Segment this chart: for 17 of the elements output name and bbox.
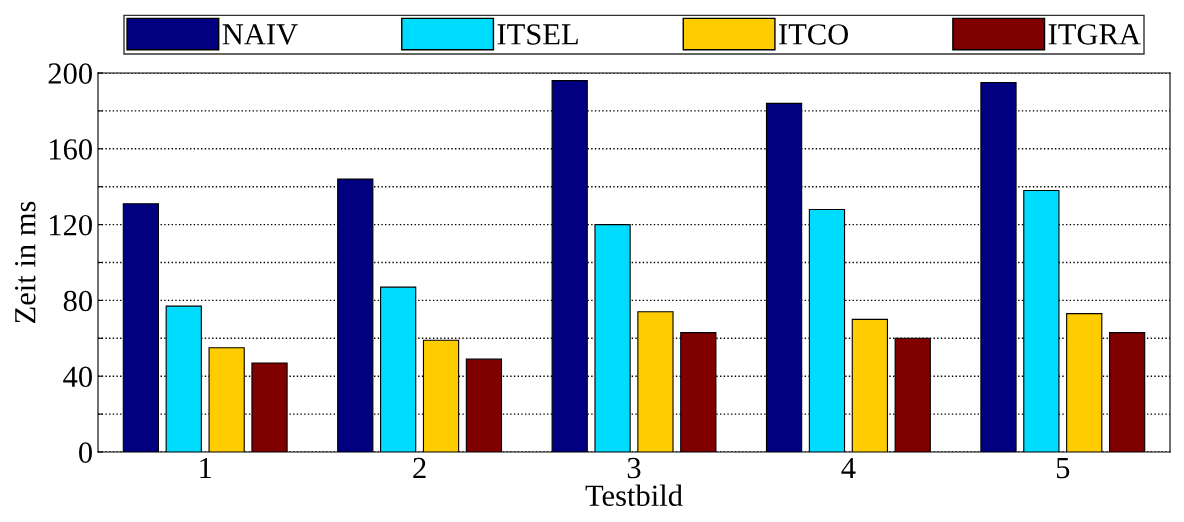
legend-label: ITCO [779, 24, 849, 45]
y-tick-label: 40 [63, 366, 92, 388]
x-tick-label: 5 [1056, 458, 1070, 479]
x-axis-title: Testbild [585, 484, 683, 507]
y-tick-label: 0 [79, 442, 92, 463]
y-tick-label: 80 [63, 290, 92, 312]
x-tick-label: 3 [627, 457, 641, 479]
legend-label: ITSEL [497, 24, 578, 45]
y-tick-label: 120 [49, 214, 92, 236]
y-tick-label: 160 [49, 139, 92, 160]
x-tick-label: 4 [841, 457, 856, 479]
x-tick-label: 1 [200, 457, 212, 479]
y-axis-title: Zeit in ms [15, 201, 36, 323]
legend-label: ITGRA [1048, 24, 1141, 45]
legend-label: NAIV [222, 24, 298, 45]
y-tick-label: 200 [48, 63, 92, 84]
x-tick-label: 2 [413, 457, 426, 479]
